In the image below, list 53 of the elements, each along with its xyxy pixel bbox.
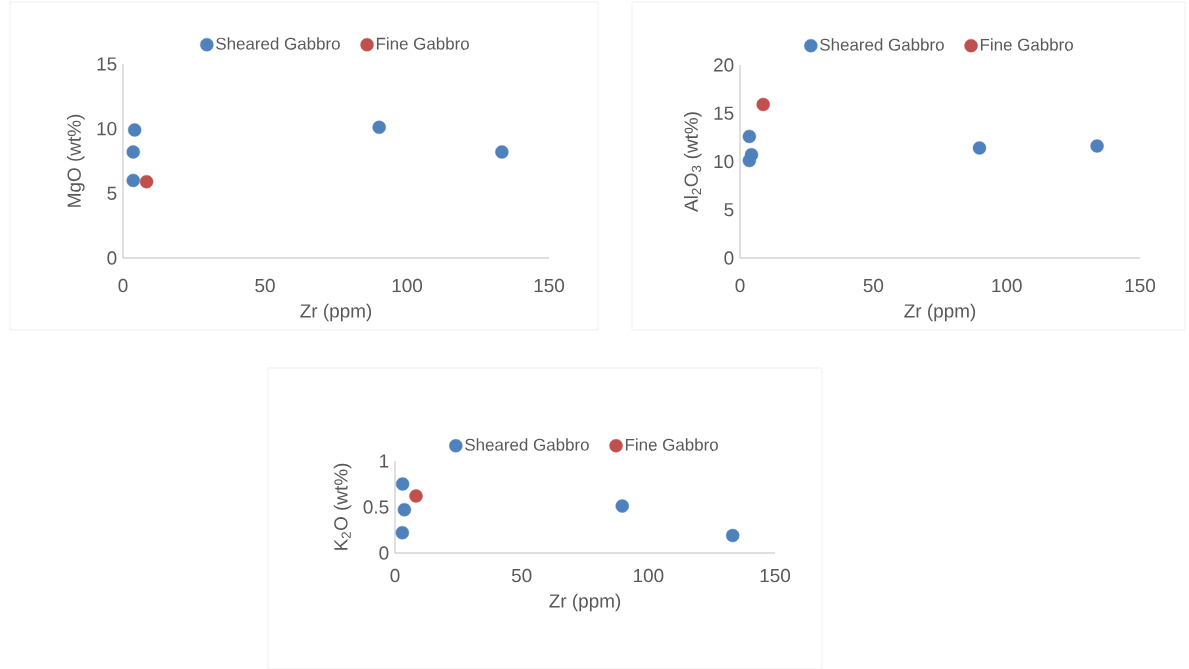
point [126,173,140,187]
x-tick-label: 0 [118,278,128,293]
x-tick-label: 50 [255,278,275,293]
x-tick-label: 100 [992,278,1022,293]
y-tick-label: 1 [380,454,389,468]
x-tick-label: 100 [633,568,664,583]
x-tick-label: 100 [392,278,423,293]
y-tick-label: 20 [714,58,734,72]
y-axis-title: Al$_{2}$O$_{3}$ (wt%) [683,112,702,212]
y-tick-label: 15 [714,106,734,120]
y-tick-label: 5 [107,186,117,200]
y-axis-title: K$_{2}$O (wt%) [333,463,352,550]
x-axis-title: Zr (ppm) [904,303,976,322]
y-tick-label: 10 [714,154,734,169]
x-axis-title: Zr (ppm) [300,303,372,322]
point [1090,139,1104,153]
x-tick-label: 150 [1125,278,1156,293]
y-tick-label: 15 [97,57,117,71]
legend-label: Fine Gabbro [980,38,1073,51]
y-axis-title: MgO (wt%) [66,114,85,207]
legend-label: Fine Gabbro [625,438,718,451]
point [756,97,770,112]
y-tick-label: 5 [724,203,734,217]
legend-label: Sheared Gabbro [216,37,340,50]
y-tick-label: 0.5 [363,500,389,514]
x-tick-label: 50 [863,278,884,293]
point [615,499,629,513]
x-tick-label: 50 [511,568,532,583]
point [372,120,386,134]
point [742,129,757,143]
point [127,123,142,137]
point [126,145,140,159]
point [395,477,410,491]
point [409,489,423,503]
x-tick-label: 0 [390,568,400,583]
x-tick-label: 150 [534,278,565,293]
y-tick-label: 0 [724,251,734,265]
point [139,174,154,189]
legend-label: Fine Gabbro [376,37,469,50]
point [395,525,410,540]
point [972,141,987,155]
y-tick-label: 10 [97,121,117,136]
legend-label: Sheared Gabbro [820,38,944,51]
legend-label: Sheared Gabbro [465,438,589,451]
x-axis-title: Zr (ppm) [549,593,621,612]
point [742,153,757,168]
point [726,528,740,543]
y-tick-label: 0 [379,546,389,560]
point [495,145,509,159]
x-tick-label: 150 [760,568,791,583]
x-tick-label: 0 [735,278,745,293]
y-tick-label: 0 [107,251,117,265]
point [397,502,412,517]
